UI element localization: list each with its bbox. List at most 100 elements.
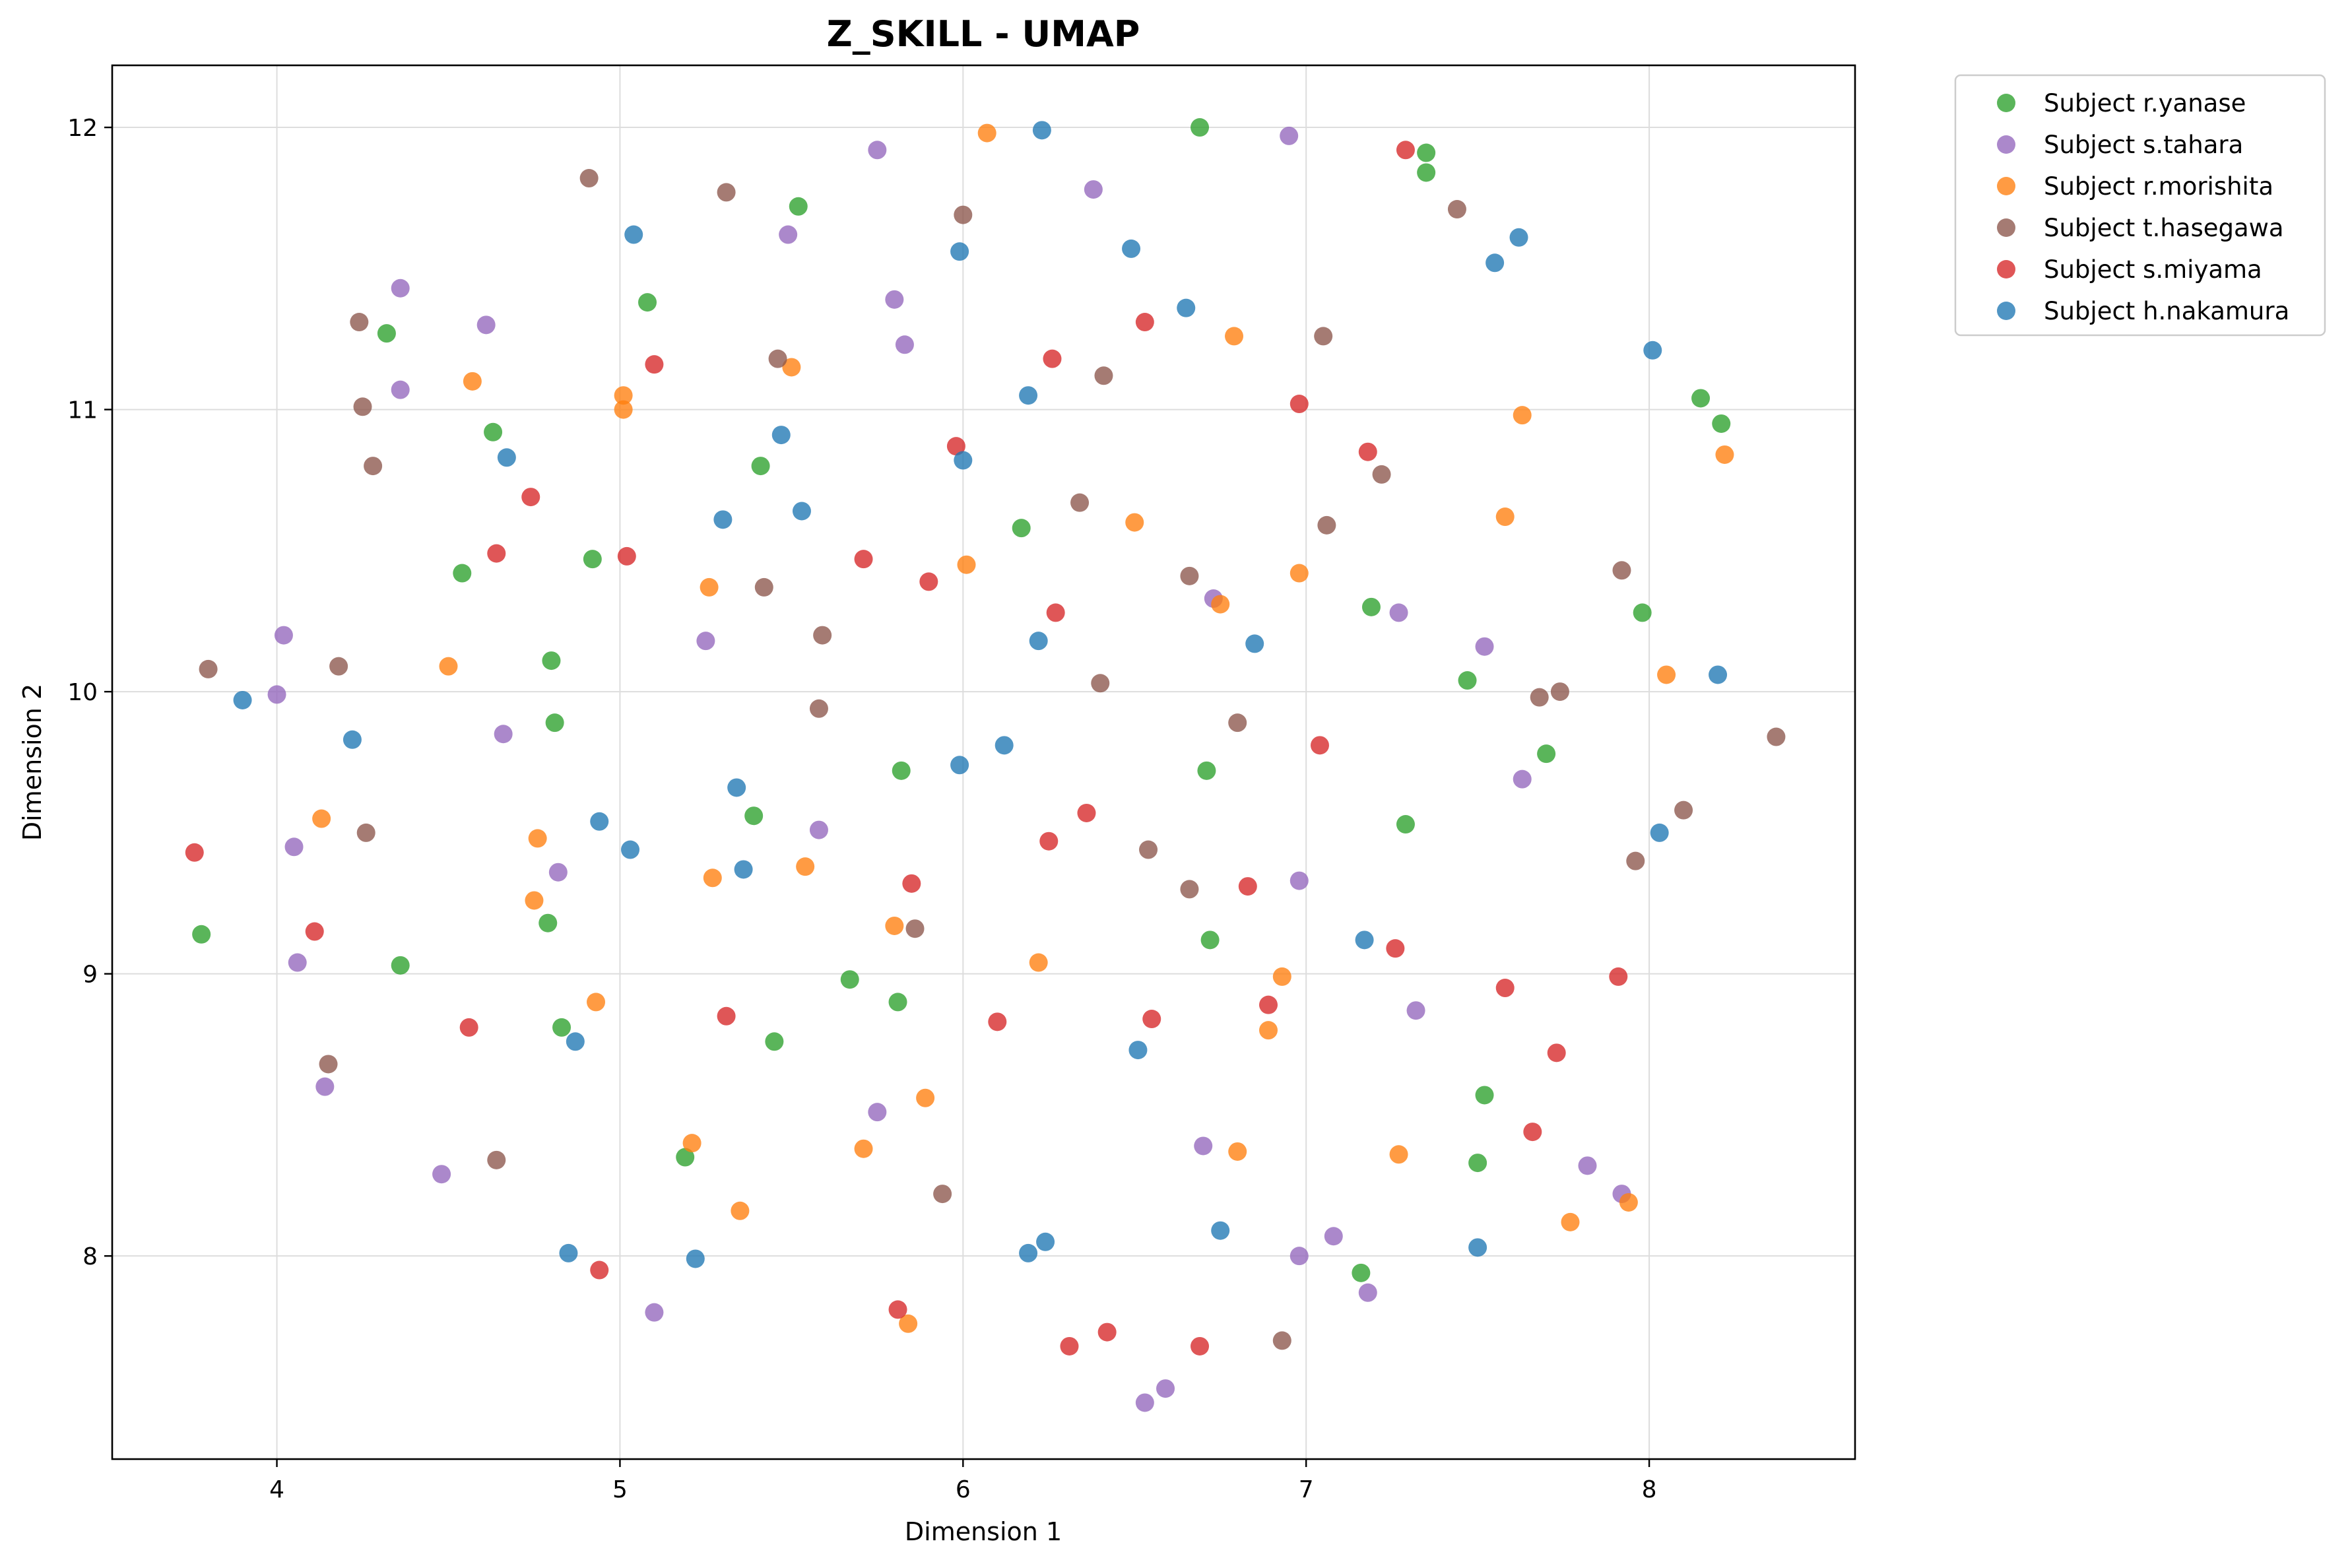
chart-title: Z_SKILL - UMAP	[827, 13, 1140, 55]
legend-marker	[1997, 94, 2015, 112]
data-point	[1077, 803, 1096, 822]
data-point	[1180, 566, 1199, 585]
legend: Subject r.yanase Subject s.tahara Subject …	[1954, 74, 2326, 337]
data-point	[1094, 366, 1113, 385]
data-point	[233, 690, 252, 709]
data-point	[539, 913, 558, 932]
data-point	[751, 457, 770, 476]
data-point	[1128, 1041, 1148, 1060]
data-point	[356, 823, 375, 842]
data-point	[1191, 1336, 1210, 1356]
data-point	[957, 555, 976, 574]
data-point	[713, 510, 733, 529]
data-point	[484, 422, 503, 441]
data-point	[487, 544, 506, 563]
data-point	[1495, 979, 1515, 998]
data-point	[1036, 1232, 1055, 1251]
data-point	[614, 386, 633, 405]
data-point	[284, 837, 304, 857]
data-point	[364, 457, 383, 476]
x-tick-label: 6	[956, 1476, 971, 1503]
data-point	[813, 626, 832, 645]
data-point	[1135, 313, 1154, 332]
data-point	[274, 626, 293, 645]
x-tick-label: 8	[1642, 1476, 1657, 1503]
data-point	[329, 657, 348, 676]
data-point	[1191, 118, 1210, 137]
data-point	[676, 1148, 695, 1167]
data-point	[933, 1185, 952, 1204]
data-point	[977, 123, 996, 143]
data-point	[768, 349, 787, 368]
data-point	[779, 225, 798, 244]
data-point	[579, 169, 599, 188]
data-point	[700, 577, 719, 597]
data-point	[1417, 163, 1436, 182]
y-axis-label: Dimension 2	[18, 684, 47, 841]
data-point	[1122, 239, 1141, 258]
data-point	[954, 205, 973, 224]
data-point	[717, 1006, 736, 1026]
series-4	[185, 141, 1628, 1356]
x-tick-label: 4	[269, 1476, 284, 1503]
data-point	[1259, 1021, 1278, 1040]
data-point	[1084, 180, 1103, 199]
data-point	[1272, 967, 1291, 986]
data-point	[267, 685, 286, 704]
legend-marker	[1997, 177, 2015, 195]
data-point	[1561, 1212, 1580, 1231]
data-point	[682, 1134, 702, 1153]
data-point	[885, 290, 904, 309]
data-point	[854, 1139, 873, 1158]
data-point	[902, 874, 921, 893]
data-point	[868, 141, 887, 160]
data-point	[1197, 761, 1216, 780]
data-point	[542, 651, 561, 670]
data-point	[1029, 953, 1048, 972]
data-point	[1225, 327, 1244, 346]
data-point	[343, 730, 362, 749]
data-point	[892, 761, 911, 780]
data-point	[789, 197, 808, 216]
data-point	[494, 725, 513, 744]
data-point	[476, 315, 496, 335]
data-point	[946, 437, 965, 456]
y-tick-label: 9	[82, 962, 98, 989]
data-point	[1139, 840, 1158, 859]
data-point	[885, 916, 904, 935]
legend-marker	[1997, 302, 2015, 320]
data-point	[1352, 1263, 1371, 1282]
data-point	[1495, 507, 1515, 527]
data-point	[1643, 341, 1662, 360]
legend-label: Subject h.nakamura	[2044, 297, 2289, 325]
data-point	[185, 843, 204, 862]
data-point	[192, 925, 211, 944]
data-point	[199, 659, 218, 678]
data-point	[315, 1077, 335, 1096]
data-point	[353, 397, 372, 416]
data-point	[899, 1314, 918, 1333]
data-point	[617, 546, 636, 566]
data-point	[916, 1088, 935, 1107]
data-point	[1211, 1221, 1230, 1240]
data-point	[809, 699, 828, 718]
data-point	[1523, 1123, 1542, 1142]
data-point	[1389, 1145, 1408, 1164]
data-point	[1578, 1156, 1597, 1175]
data-point	[1709, 665, 1728, 684]
plot-frame	[111, 64, 1856, 1460]
data-point	[1633, 603, 1652, 622]
data-point	[645, 355, 664, 374]
data-point	[1358, 442, 1377, 461]
data-point	[587, 993, 606, 1012]
data-point	[1245, 634, 1264, 653]
data-point	[590, 1260, 609, 1280]
data-point	[1612, 561, 1631, 580]
data-point	[1355, 931, 1374, 950]
data-point	[1012, 519, 1031, 538]
data-point	[1019, 1243, 1038, 1262]
data-point	[391, 278, 410, 298]
data-point	[548, 863, 568, 882]
data-point	[463, 372, 482, 391]
data-point	[1310, 736, 1329, 755]
